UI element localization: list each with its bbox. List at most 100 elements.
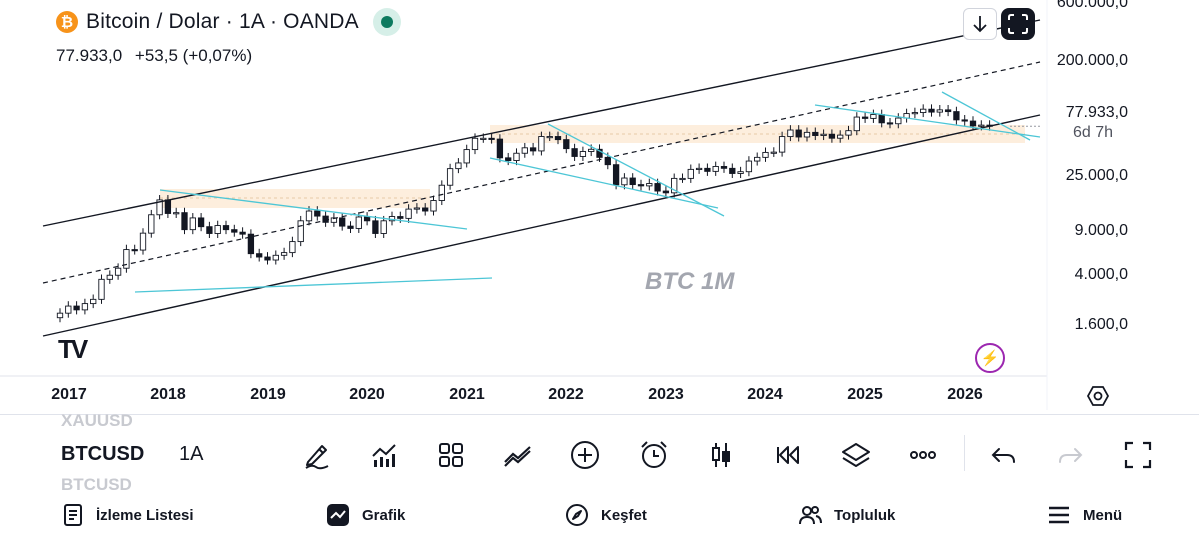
screenshot-button[interactable] [1001,8,1035,40]
time-axis [0,0,1048,410]
channel-lower-line [42,114,1041,337]
candle-up [712,166,719,172]
candle-down [928,108,935,113]
nav-watchlist[interactable]: İzleme Listesi [62,503,194,527]
candle-up [845,130,852,136]
templates-icon[interactable] [433,437,469,473]
candle-down [397,216,404,219]
nav-community[interactable]: Topluluk [798,503,895,527]
candle-up [156,199,163,216]
candle-up [139,232,147,251]
candle-down [529,147,537,152]
chart-type-icon[interactable] [703,437,739,473]
candle-countdown: 6d 7h [1072,124,1113,141]
candle-up [413,207,421,210]
bottom-toolbar: XAUUSD BTCUSD 1A BTCUSD [0,411,1199,492]
channel-mid-line [42,61,1041,284]
layers-icon[interactable] [838,437,874,473]
chart-watermark: BTC 1M [645,268,735,295]
fullscreen-icon[interactable] [1120,437,1156,473]
candle-down [704,167,711,172]
symbol-title[interactable]: Bitcoin / Dolar · 1A · OANDA [86,10,359,33]
tradingview-logo: TV [58,334,88,364]
candle-up [621,177,628,186]
candle-down [953,111,960,121]
year-label-2022: 2022 [548,386,584,403]
compass-icon [566,504,588,526]
year-label-2024: 2024 [747,386,783,403]
add-icon[interactable] [567,437,603,473]
candle-up [895,117,902,125]
candle-down [612,164,620,186]
year-label-2019: 2019 [250,386,286,403]
undo-icon[interactable] [985,437,1021,473]
nav-community-label: Topluluk [834,506,896,524]
support-zones [160,125,1025,208]
lightning-icon[interactable]: ⚡ [975,343,1005,373]
year-label-2017: 2017 [51,386,87,403]
candle-down [637,184,645,187]
nav-chart-label: Grafik [362,506,406,524]
trendline-2025-top [941,91,1031,141]
draw-icon[interactable] [299,437,335,473]
trendline-2018-top [159,189,468,230]
price-label-1600: 1.600,0 [1074,316,1128,333]
nav-chart[interactable]: Grafik [326,503,405,527]
arrow-down-icon [973,16,987,33]
candle-down [505,157,512,162]
nav-explore[interactable]: Keşfet [565,503,647,527]
next-symbol[interactable]: BTCUSD [61,475,132,491]
trendline-2019-base [134,277,493,293]
candle-down [720,166,728,169]
candle-up [820,133,827,136]
replay-icon[interactable] [770,437,806,473]
candle-down [729,167,736,174]
candle-up [90,298,97,305]
candle-down [314,210,321,217]
candle-up [65,305,72,314]
resistance-zone-2021 [490,125,1025,143]
redo-icon[interactable] [1053,437,1089,473]
candle-up [463,149,470,164]
chart-header: ₿ Bitcoin / Dolar · 1A · OANDA [56,8,401,36]
more-icon[interactable] [905,437,941,473]
nav-menu[interactable]: Menü [1047,503,1122,527]
candle-up [189,217,196,231]
price-label-25000: 25.000,0 [1065,167,1128,184]
price-label-4000: 4.000,0 [1074,266,1128,283]
candle-down [347,225,354,229]
settings-icon[interactable] [1086,384,1110,408]
candle-down [256,253,263,258]
alert-icon[interactable] [636,437,672,473]
candle-up [114,267,122,276]
candle-down [571,148,578,157]
year-label-2026: 2026 [947,386,983,403]
year-label-2023: 2023 [648,386,684,403]
candle-up [671,177,678,194]
candle-up [770,151,777,154]
candle-up [380,220,387,234]
candle-up [787,129,794,138]
candle-down [239,231,246,235]
indicators-icon[interactable] [366,437,402,473]
candle-up [679,177,686,181]
candle-down [231,229,238,233]
year-label-2021: 2021 [449,386,485,403]
candle-up [405,208,412,219]
candle-up [803,131,811,138]
year-label-2018: 2018 [150,386,186,403]
candle-up [471,137,479,151]
candle-up [123,249,130,269]
candle-down [206,226,213,234]
market-status-icon[interactable] [372,8,401,36]
scroll-down-button[interactable] [963,8,997,40]
candle-down [828,133,836,139]
candle-up [870,114,877,119]
compare-icon[interactable] [500,437,536,473]
interval-selector[interactable]: 1A [179,443,204,465]
candle-up [480,137,487,140]
symbol-selector[interactable]: BTCUSD [61,443,145,465]
price-chart[interactable] [0,0,1199,410]
previous-symbol[interactable]: XAUUSD [61,411,133,430]
candle-down [488,137,495,140]
